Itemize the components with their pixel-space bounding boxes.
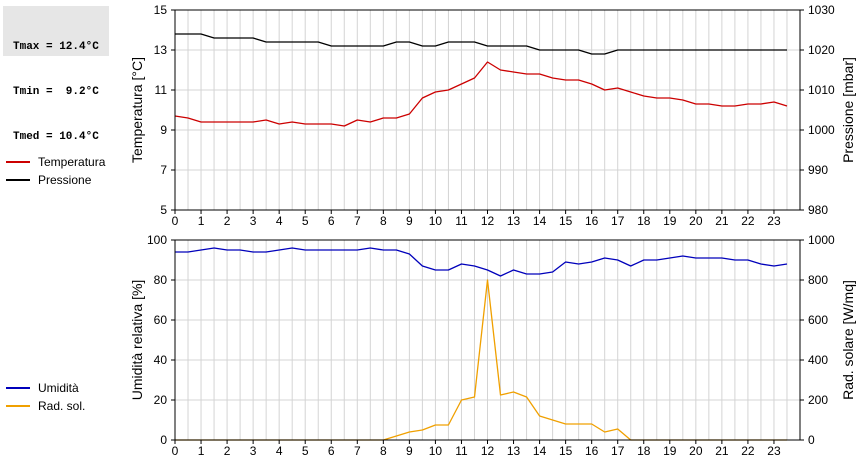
chart2-yright-tick-label: 400: [808, 353, 828, 367]
chart2-yleft-tick-label: 20: [154, 393, 168, 407]
chart1-x-tick-label: 0: [172, 214, 179, 228]
chart2-yleft-tick-label: 60: [154, 313, 168, 327]
legend-item-temperatura: Temperatura: [6, 153, 105, 171]
chart2-x-tick-label: 13: [507, 444, 521, 458]
chart1-yright-tick-label: 1000: [808, 123, 835, 137]
chart2-x-tick-label: 15: [559, 444, 573, 458]
chart1-x-tick-label: 17: [611, 214, 625, 228]
chart2-series-umidit: [175, 247, 788, 277]
chart2-x-tick-label: 16: [585, 444, 599, 458]
chart2-x-tick-label: 1: [198, 444, 205, 458]
chart1-x-tick-label: 20: [689, 214, 703, 228]
chart1-yleft-label: Temperatura [°C]: [129, 57, 145, 163]
chart1-x-tick-label: 12: [481, 214, 495, 228]
chart1-yright-label: Pressione [mbar]: [840, 57, 856, 163]
legend-item-pressione: Pressione: [6, 171, 105, 189]
chart1-x-tick-label: 10: [429, 214, 443, 228]
chart1-x-tick-label: 16: [585, 214, 599, 228]
chart1-x-tick-label: 11: [455, 214, 468, 228]
chart1-x-tick-label: 21: [715, 214, 729, 228]
chart1-x-tick-label: 3: [250, 214, 257, 228]
chart1-x-tick-label: 9: [406, 214, 413, 228]
chart2-x-tick-label: 17: [611, 444, 625, 458]
legend-label-temperatura: Temperatura: [38, 155, 106, 169]
chart2-x-tick-label: 0: [172, 444, 179, 458]
chart2-yleft-tick-label: 100: [147, 233, 167, 247]
chart1-yleft-tick-label: 5: [160, 203, 167, 217]
chart1-x-tick-label: 8: [380, 214, 387, 228]
chart1-x-tick-label: 23: [767, 214, 781, 228]
chart2-x-tick-label: 21: [715, 444, 729, 458]
stats-tmed: Tmed = 10.4°C: [13, 131, 99, 143]
legend-label-pressione: Pressione: [38, 173, 92, 187]
chart2-x-tick-label: 10: [429, 444, 443, 458]
chart2-x-tick-label: 3: [250, 444, 257, 458]
chart2-yleft-label: Umidità relativa [%]: [129, 280, 145, 401]
chart1-yleft-tick-label: 11: [155, 83, 168, 97]
legend-label-umidita: Umidità: [38, 381, 79, 395]
chart1-yright-tick-label: 980: [808, 203, 828, 217]
chart1-x-tick-label: 13: [507, 214, 521, 228]
chart2-yright-tick-label: 800: [808, 273, 828, 287]
stats-box: Tmax = 12.4°C Tmin = 9.2°C Tmed = 10.4°C: [3, 6, 109, 143]
chart1-x-tick-label: 14: [533, 214, 547, 228]
chart1-series-pressione: [175, 33, 787, 55]
chart1-x-tick-label: 18: [637, 214, 651, 228]
chart2-x-tick-label: 5: [302, 444, 309, 458]
chart2-x-tick-label: 20: [689, 444, 703, 458]
chart1-x-tick-label: 6: [328, 214, 335, 228]
chart1-x-tick-label: 19: [663, 214, 677, 228]
chart1-yright-tick-label: 1030: [808, 3, 835, 17]
stats-tmin: Tmin = 9.2°C: [13, 86, 99, 98]
chart2-x-tick-label: 12: [481, 444, 495, 458]
chart1-yleft-tick-label: 9: [160, 123, 167, 137]
chart2-x-tick-label: 9: [406, 444, 413, 458]
chart2-yleft-tick-label: 40: [154, 353, 168, 367]
chart1-series-temperatura: [174, 61, 788, 127]
chart1-x-tick-label: 7: [354, 214, 361, 228]
legend-item-rad-sol: Rad. sol.: [6, 397, 85, 415]
chart2-x-tick-label: 19: [663, 444, 677, 458]
chart2-x-tick-label: 7: [354, 444, 361, 458]
chart2-x-tick-label: 4: [276, 444, 283, 458]
chart1-yright-tick-label: 990: [808, 163, 828, 177]
chart2-x-tick-label: 6: [328, 444, 335, 458]
legend-swatch-rad-sol: [6, 405, 30, 407]
chart2-yright-tick-label: 600: [808, 313, 828, 327]
chart2-yright-tick-label: 0: [808, 433, 815, 447]
chart1-yright-tick-label: 1020: [808, 43, 835, 57]
legend-swatch-umidita: [6, 387, 30, 389]
chart1-yleft-tick-label: 15: [154, 3, 168, 17]
chart1-x-tick-label: 5: [302, 214, 309, 228]
legend-bottom: Umidità Rad. sol.: [6, 379, 85, 415]
legend-top: Temperatura Pressione: [6, 153, 105, 189]
chart2-x-tick-label: 14: [533, 444, 547, 458]
chart1-yleft-tick-label: 13: [154, 43, 168, 57]
chart1-x-tick-label: 2: [224, 214, 231, 228]
chart1-yleft-tick-label: 7: [160, 163, 167, 177]
legend-swatch-pressione: [6, 179, 30, 181]
chart2-yleft-tick-label: 80: [154, 273, 168, 287]
chart1-x-tick-label: 15: [559, 214, 573, 228]
chart2-x-tick-label: 8: [380, 444, 387, 458]
chart1-x-tick-label: 1: [198, 214, 205, 228]
chart2-x-tick-label: 2: [224, 444, 231, 458]
chart2-x-tick-label: 23: [767, 444, 781, 458]
chart2-yright-tick-label: 1000: [808, 233, 835, 247]
chart1-x-tick-label: 22: [741, 214, 755, 228]
stats-tmax: Tmax = 12.4°C: [13, 41, 99, 53]
chart1-x-tick-label: 4: [276, 214, 283, 228]
legend-swatch-temperatura: [6, 161, 30, 163]
legend-item-umidita: Umidità: [6, 379, 85, 397]
chart2-x-tick-label: 18: [637, 444, 651, 458]
chart1-yright-tick-label: 1010: [808, 83, 835, 97]
legend-label-rad-sol: Rad. sol.: [38, 399, 86, 413]
chart2-yright-tick-label: 200: [808, 393, 828, 407]
chart2-x-tick-label: 22: [741, 444, 755, 458]
chart2-yleft-tick-label: 0: [160, 433, 167, 447]
chart2-x-tick-label: 11: [455, 444, 468, 458]
chart2-yright-label: Rad. solare [W/mq]: [840, 280, 856, 400]
